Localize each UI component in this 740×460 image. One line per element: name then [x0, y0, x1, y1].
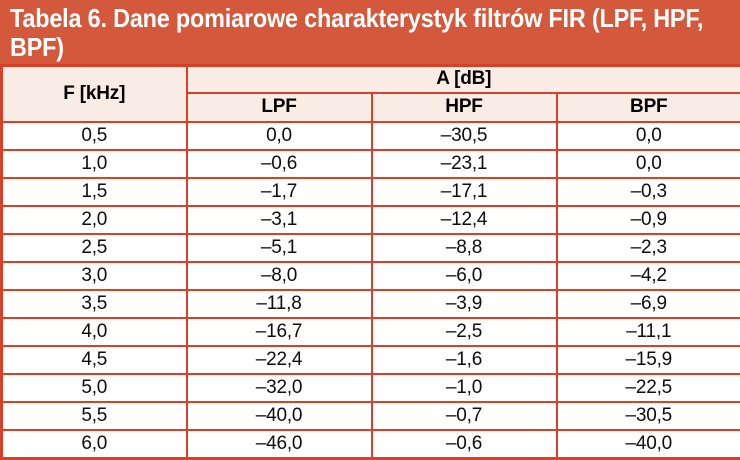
cell-lpf: –46,0: [185, 428, 373, 460]
cell-lpf: 0,0: [185, 120, 373, 151]
table-row: 4,0 –16,7 –2,5 –11,1: [0, 316, 740, 347]
table-row: 2,0 –3,1 –12,4 –0,9: [0, 204, 740, 235]
cell-lpf: –22,4: [185, 344, 373, 375]
cell-f: 3,0: [0, 260, 188, 291]
cell-hpf: –1,6: [370, 344, 558, 375]
cell-f: 4,0: [0, 316, 188, 347]
header-row-sub: LPF HPF BPF: [2, 91, 740, 123]
header-hpf: HPF: [370, 91, 558, 123]
header-row-group: F [kHz] A [dB]: [0, 64, 740, 123]
cell-f: 3,5: [0, 288, 188, 319]
cell-f: 5,5: [0, 400, 188, 431]
table-row: 4,5 –22,4 –1,6 –15,9: [0, 344, 740, 375]
cell-lpf: –40,0: [185, 400, 373, 431]
cell-f: 2,0: [0, 204, 188, 235]
cell-lpf: –1,7: [185, 176, 373, 207]
cell-f: 1,0: [0, 148, 188, 179]
table-row: 1,0 –0,6 –23,1 0,0: [0, 148, 740, 179]
table-row: 1,5 –1,7 –17,1 –0,3: [0, 176, 740, 207]
cell-lpf: –3,1: [185, 204, 373, 235]
cell-f: 6,0: [0, 428, 188, 460]
measurement-table: F [kHz] A [dB] LPF HPF BPF 0,5 0,0 –30,5…: [0, 64, 740, 460]
cell-bpf: 0,0: [555, 148, 740, 179]
table-title-bar: Tabela 6. Dane pomiarowe charakterystyk …: [0, 0, 740, 64]
cell-bpf: –0,9: [555, 204, 740, 235]
cell-lpf: –8,0: [185, 260, 373, 291]
cell-hpf: –0,7: [370, 400, 558, 431]
cell-hpf: –6,0: [370, 260, 558, 291]
cell-bpf: –6,9: [555, 288, 740, 319]
cell-hpf: –2,5: [370, 316, 558, 347]
header-lpf: LPF: [185, 91, 373, 123]
cell-hpf: –17,1: [370, 176, 558, 207]
cell-bpf: 0,0: [555, 120, 740, 151]
cell-lpf: –16,7: [185, 316, 373, 347]
cell-bpf: –30,5: [555, 400, 740, 431]
cell-hpf: –30,5: [370, 120, 558, 151]
cell-bpf: –22,5: [555, 372, 740, 403]
cell-hpf: –12,4: [370, 204, 558, 235]
cell-bpf: –15,9: [555, 344, 740, 375]
table-row: 0,5 0,0 –30,5 0,0: [0, 120, 740, 151]
header-bpf: BPF: [555, 91, 740, 123]
cell-bpf: –11,1: [555, 316, 740, 347]
cell-lpf: –32,0: [185, 372, 373, 403]
cell-bpf: –40,0: [555, 428, 740, 460]
cell-lpf: –11,8: [185, 288, 373, 319]
cell-bpf: –0,3: [555, 176, 740, 207]
table-row: 6,0 –46,0 –0,6 –40,0: [0, 428, 740, 460]
cell-hpf: –0,6: [370, 428, 558, 460]
cell-f: 2,5: [0, 232, 188, 263]
cell-bpf: –2,3: [555, 232, 740, 263]
cell-f: 0,5: [0, 120, 188, 151]
cell-hpf: –8,8: [370, 232, 558, 263]
table-title: Tabela 6. Dane pomiarowe charakterystyk …: [10, 3, 704, 63]
cell-lpf: –5,1: [185, 232, 373, 263]
cell-f: 1,5: [0, 176, 188, 207]
cell-lpf: –0,6: [185, 148, 373, 179]
table-row: 5,0 –32,0 –1,0 –22,5: [0, 372, 740, 403]
table-row: 5,5 –40,0 –0,7 –30,5: [0, 400, 740, 431]
cell-hpf: –23,1: [370, 148, 558, 179]
header-a-group: A [dB]: [185, 64, 740, 94]
table-row: 2,5 –5,1 –8,8 –2,3: [0, 232, 740, 263]
table-row: 3,0 –8,0 –6,0 –4,2: [0, 260, 740, 291]
cell-f: 5,0: [0, 372, 188, 403]
table-row: 3,5 –11,8 –3,9 –6,9: [0, 288, 740, 319]
cell-hpf: –3,9: [370, 288, 558, 319]
cell-f: 4,5: [0, 344, 188, 375]
cell-hpf: –1,0: [370, 372, 558, 403]
header-f: F [kHz]: [0, 64, 188, 123]
cell-bpf: –4,2: [555, 260, 740, 291]
